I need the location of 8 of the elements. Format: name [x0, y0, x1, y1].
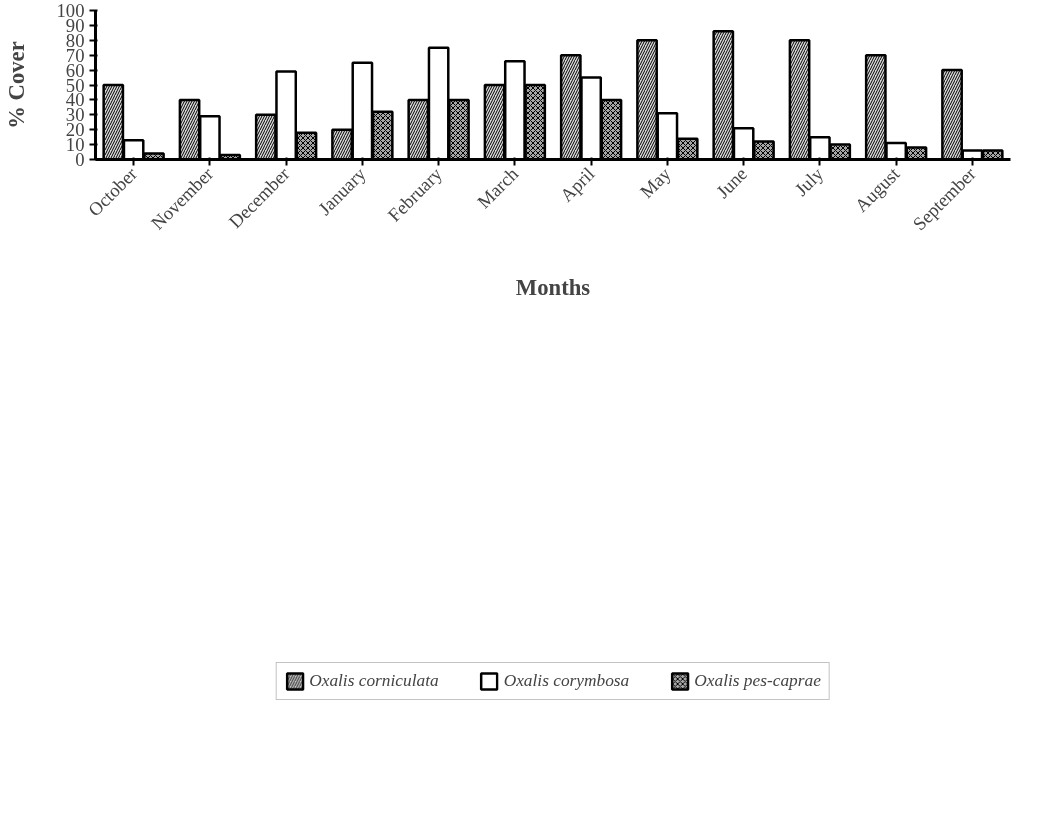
x-axis-title: Months: [515, 274, 591, 300]
legend-label: Oxalis corniculata: [309, 671, 439, 691]
x-tick-label: May: [635, 162, 676, 203]
x-tick-label: June: [712, 163, 752, 203]
legend-label: Oxalis pes-caprae: [694, 671, 821, 691]
x-tick-label: July: [790, 162, 828, 200]
y-axis-title: % Cover: [3, 41, 29, 129]
legend-label: Oxalis corymbosa: [503, 671, 630, 691]
